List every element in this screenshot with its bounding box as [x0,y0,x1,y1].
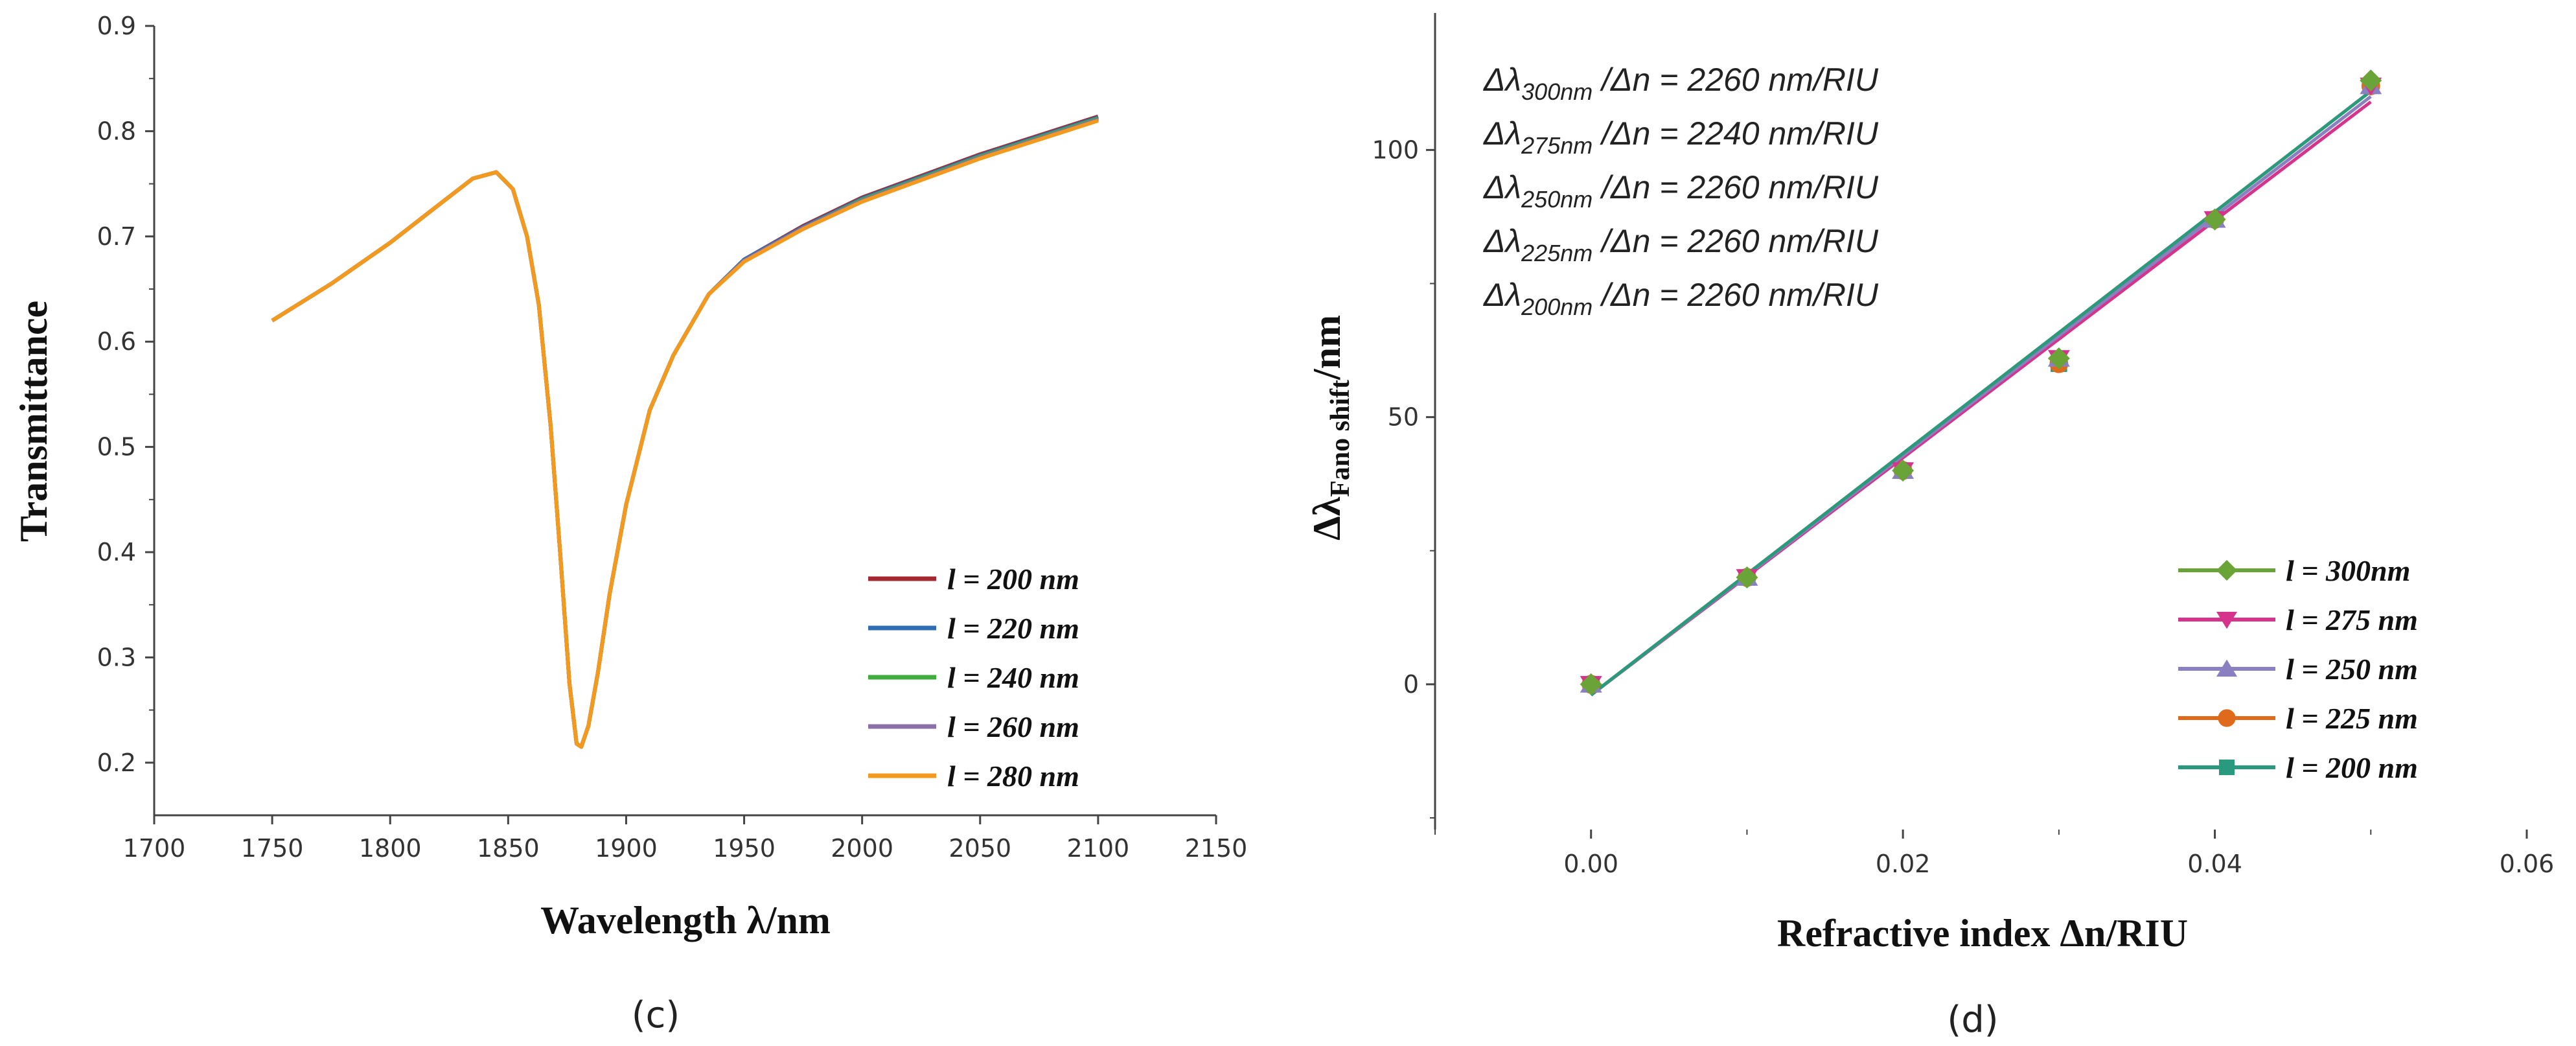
d-annotation-post: /Δn = 2260 nm/RIU [1593,277,1879,313]
panel-d-fit-lines [1590,89,2372,697]
c-legend-label-0: l = 200 nm [947,563,1079,596]
panel-c-series-lines [271,114,1099,749]
c-x-tick-label: 2150 [1185,834,1248,863]
c-legend-label-4: l = 280 nm [947,760,1079,793]
c-y-tick-label: 0.3 [97,643,136,671]
d-annotation-2: Δλ250nm /Δn = 2260 nm/RIU [1483,169,1879,213]
d-point-s0-3 [2047,347,2070,369]
panel-d-caption: (d) [1947,999,1998,1041]
d-legend-label-2: l = 250 nm [2286,653,2418,686]
c-legend-label-3: l = 260 nm [947,710,1079,743]
panel-d-x-axis-label: Refractive index Δn/RIU [1777,912,2188,955]
d-point-s0-2 [1892,459,1915,482]
d-annotation-pre: Δλ [1483,169,1521,205]
panel-d-y-label-sub: Fano shift [1326,380,1355,497]
d-point-s0-4 [2203,208,2226,231]
d-x-tick-label: 0.00 [1563,850,1618,878]
d-legend-label-4: l = 200 nm [2286,751,2418,784]
c-y-tick-label: 0.2 [97,749,136,777]
d-annotation-sub: 200nm [1521,294,1593,320]
c-y-tick-label: 0.6 [97,327,136,356]
c-x-tick-label: 1900 [595,834,658,863]
c-y-tick-label: 0.4 [97,538,136,566]
d-annotation-3: Δλ225nm /Δn = 2260 nm/RIU [1483,223,1879,266]
d-legend-marker-0 [2216,560,2237,581]
c-x-tick-label: 1750 [241,834,304,863]
c-x-tick-label: 1950 [713,834,776,863]
d-annotation-post: /Δn = 2260 nm/RIU [1593,223,1879,259]
panel-d-data-points [1580,69,2382,695]
d-legend-marker-4 [2219,760,2235,775]
d-annotation-4: Δλ200nm /Δn = 2260 nm/RIU [1483,277,1879,320]
c-series-line-4 [271,119,1099,749]
d-annotation-pre: Δλ [1483,277,1521,313]
c-y-tick-label: 0.9 [97,12,136,40]
d-y-tick-label: 50 [1388,403,1419,432]
d-point-s0-5 [2360,69,2382,92]
panel-c-legend: l = 200 nm l = 220 nm l = 240 nm l = 260 nm… [868,563,1079,793]
c-x-tick-label: 1850 [477,834,540,863]
d-fit-line-4 [1590,89,2372,697]
d-x-tick-label: 0.02 [1876,850,1931,878]
panel-d-y-label-main: Δλ [1305,496,1348,540]
c-x-tick-label: 2050 [949,834,1011,863]
panel-d-x-ticks: 0.00 0.02 0.04 0.06 [1434,830,2555,878]
c-x-tick-label: 1700 [123,834,186,863]
panel-c-transmittance-chart: 1700 1750 1800 1850 1900 1950 2000 2050 2100 2150… [12,12,1247,1036]
d-legend-marker-3 [2218,709,2236,727]
c-y-tick-label: 0.7 [97,222,136,251]
d-x-tick-label: 0.06 [2500,850,2555,878]
c-x-tick-label: 2000 [831,834,893,863]
d-annotation-sub: 250nm [1521,186,1593,213]
d-point-s0-1 [1736,566,1758,588]
d-point-s0-0 [1580,673,1602,695]
d-legend-label-1: l = 275 nm [2286,603,2418,636]
panel-c-x-ticks: 1700 1750 1800 1850 1900 1950 2000 2050 2100 2150 [123,815,1248,863]
d-annotation-pre: Δλ [1483,223,1521,259]
d-annotation-pre: Δλ [1483,62,1521,98]
panel-d-legend: l = 300nm l = 275 nm l = 250 nm l = 225 nm l… [2178,554,2418,784]
d-annotation-sub: 225nm [1521,240,1593,266]
d-y-tick-label: 0 [1403,670,1419,699]
d-legend-label-0: l = 300nm [2286,554,2410,587]
d-annotation-post: /Δn = 2260 nm/RIU [1593,62,1879,98]
c-y-tick-label: 0.8 [97,117,136,145]
d-annotation-post: /Δn = 2240 nm/RIU [1593,115,1879,152]
panel-d-y-label-tail: /nm [1305,315,1348,380]
panel-d-y-ticks: 0 50 100 [1372,135,1435,819]
d-annotation-0: Δλ300nm /Δn = 2260 nm/RIU [1483,62,1879,105]
c-x-tick-label: 1800 [359,834,422,863]
panel-d-y-axis-label: ΔλFano shift/nm [1305,315,1355,540]
d-x-tick-label: 0.04 [2187,850,2242,878]
d-annotation-sub: 275nm [1521,132,1593,159]
panel-c-y-axis-label: Transmittance [12,301,55,542]
d-annotation-pre: Δλ [1483,115,1521,152]
d-annotation-sub: 300nm [1521,78,1593,105]
panel-c-y-ticks: 0.2 0.3 0.4 0.5 0.6 0.7 0.8 0.9 [97,12,154,777]
d-annotation-post: /Δn = 2260 nm/RIU [1593,169,1879,205]
d-legend-marker-1 [2216,612,2237,629]
d-y-tick-label: 100 [1372,135,1419,164]
c-legend-label-2: l = 240 nm [947,661,1079,694]
c-y-tick-label: 0.5 [97,433,136,461]
panel-c-x-axis-label: Wavelength λ/nm [540,899,831,942]
c-x-tick-label: 2100 [1067,834,1130,863]
panel-c-caption: (c) [632,994,680,1036]
d-legend-label-3: l = 225 nm [2286,702,2418,735]
c-legend-label-1: l = 220 nm [947,612,1079,645]
d-annotation-1: Δλ275nm /Δn = 2240 nm/RIU [1483,115,1879,159]
d-legend-marker-2 [2216,659,2237,677]
